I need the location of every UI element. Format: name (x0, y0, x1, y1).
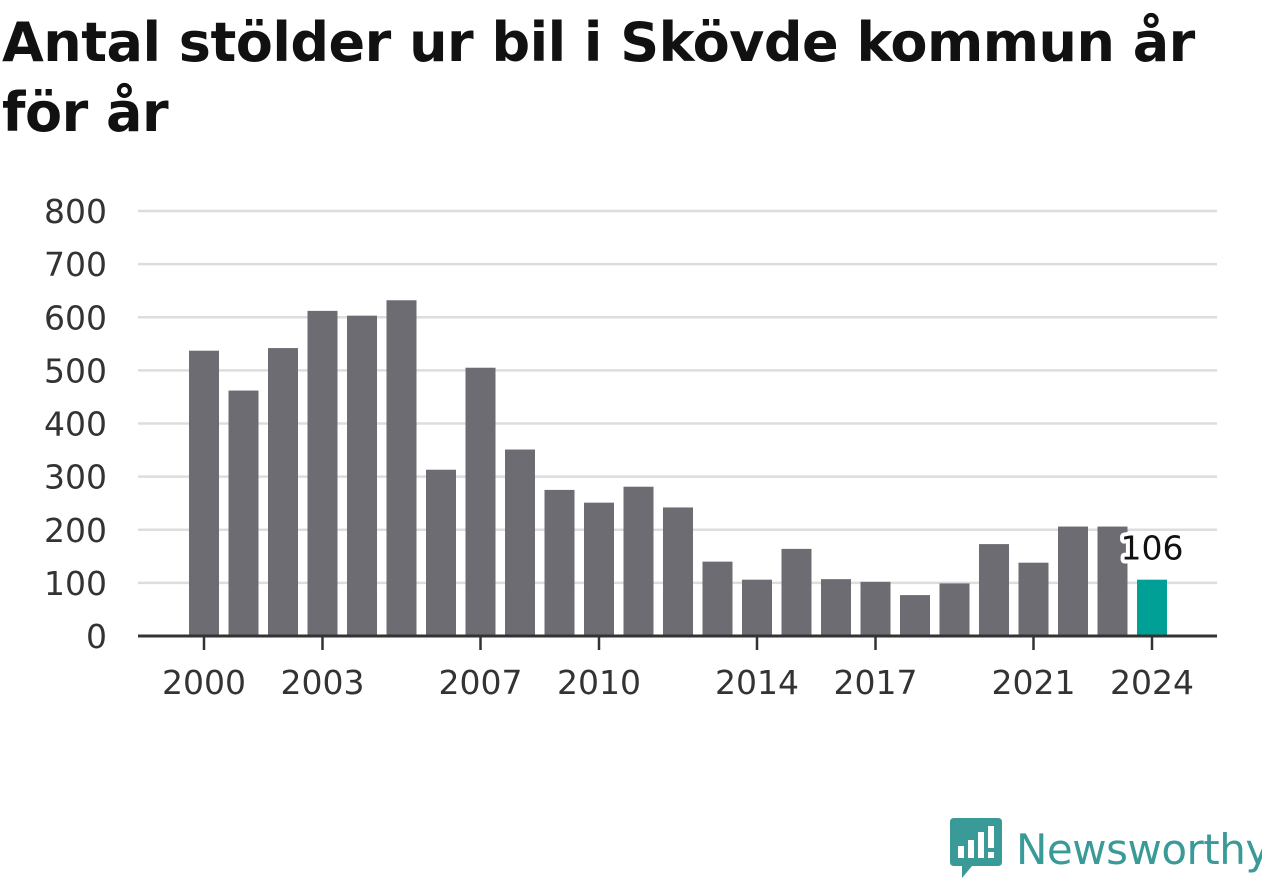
x-tick-label: 2017 (834, 663, 918, 702)
data-labels: 106 (1117, 525, 1188, 572)
bar-2018 (900, 595, 930, 636)
x-tick-label: 2000 (162, 663, 246, 702)
bar-2019 (939, 583, 970, 636)
x-tick-label: 2007 (439, 663, 523, 702)
bar-2017 (860, 581, 891, 636)
brand-name: Newsworthy (1016, 824, 1262, 874)
bar-2002 (268, 348, 298, 636)
x-tick-label: 2024 (1110, 663, 1194, 702)
x-tick-label: 2010 (557, 663, 641, 702)
bar-2023 (1097, 526, 1128, 636)
y-tick-label: 800 (44, 192, 107, 231)
y-tick-label: 700 (44, 245, 107, 284)
bar-2010 (584, 502, 614, 636)
x-tick-label: 2014 (715, 663, 799, 702)
bar-2008 (505, 449, 535, 636)
bar-2001 (228, 390, 259, 636)
y-axis-ticks: 0 100 200 300 400 500 600 700 800 (44, 192, 107, 656)
x-tick-label: 2021 (992, 663, 1076, 702)
bar-2004 (347, 315, 377, 636)
bar-2003 (307, 310, 338, 636)
y-tick-label: 0 (86, 617, 107, 656)
newsworthy-logo-icon (950, 818, 1002, 878)
y-tick-label: 200 (44, 511, 107, 550)
x-axis: 2000 2003 2007 2010 2014 2017 2021 2024 (138, 634, 1217, 702)
bar-2022 (1058, 526, 1088, 636)
bar-2005 (386, 300, 417, 636)
bar-2014 (742, 579, 772, 636)
bar-2006 (426, 469, 456, 636)
bars (189, 300, 1167, 636)
bar-2012 (663, 507, 693, 636)
bar-2007 (465, 367, 496, 636)
bar-2000 (189, 350, 219, 636)
data-label-2024: 106 (1121, 529, 1184, 568)
y-tick-label: 400 (44, 405, 107, 444)
bar-2016 (821, 579, 851, 636)
y-tick-label: 100 (44, 564, 107, 603)
bar-2015 (781, 548, 812, 636)
bar-2024 (1137, 579, 1167, 636)
bar-2013 (702, 561, 733, 636)
bar-2009 (544, 489, 575, 636)
y-tick-label: 500 (44, 351, 107, 390)
y-tick-label: 300 (44, 458, 107, 497)
chart-title: Antal stölder ur bil i Skövde kommun år … (2, 11, 1195, 144)
bar-2021 (1018, 562, 1049, 636)
y-tick-label: 600 (44, 298, 107, 337)
brand-logo: Newsworthy (950, 818, 1262, 880)
bar-2011 (623, 486, 654, 636)
bar-2020 (979, 544, 1009, 636)
x-tick-label: 2003 (281, 663, 365, 702)
